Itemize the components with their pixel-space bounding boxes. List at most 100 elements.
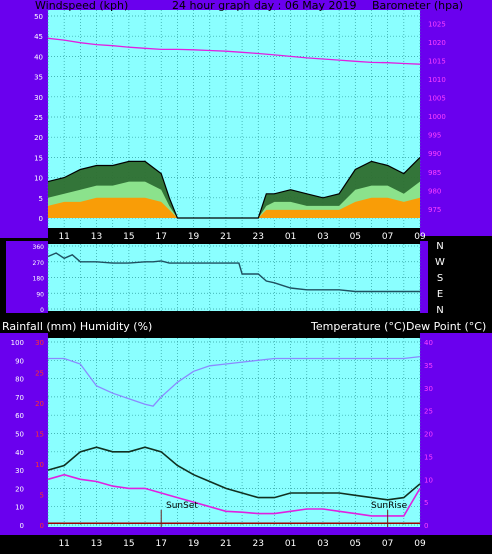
rain-tick-label: 15 (35, 431, 44, 439)
rain-time-label: 05 (350, 539, 361, 549)
wind-tick-label: 40 (34, 53, 43, 61)
wind-time-label: 23 (253, 232, 264, 242)
barometer-tick-label: 1000 (428, 113, 446, 121)
wind-tick-label: 10 (34, 175, 43, 183)
wind-top-frame (0, 0, 492, 10)
rain-tick-label: 30 (35, 339, 44, 347)
rain-time-label: 11 (58, 539, 69, 549)
wind-tick-label: 30 (34, 94, 43, 102)
humidity-tick-label: 70 (15, 394, 24, 402)
wind-tick-label: 15 (34, 154, 43, 162)
wind-tick-label: 45 (34, 33, 43, 41)
temperature-line (47, 446, 421, 501)
humidity-tick-label: 90 (15, 357, 24, 365)
temperature-tick-label: 25 (424, 408, 433, 416)
rain-time-label: 15 (123, 539, 134, 549)
humidity-tick-label: 80 (15, 376, 24, 384)
wind-bottom-frame (0, 228, 48, 238)
temperature-tick-label: 15 (424, 453, 433, 461)
temperature-tick-label: 30 (424, 385, 433, 393)
humidity-tick-label: 50 (15, 431, 24, 439)
wind-tick-label: 0 (39, 215, 43, 223)
wind-tick-label: 35 (34, 74, 43, 82)
humidity-tick-label: 60 (15, 412, 24, 420)
wind-axis-title: Windspeed (kph) (35, 0, 128, 12)
rain-time-label: 03 (317, 539, 328, 549)
wind-time-label: 09 (414, 232, 426, 242)
barometer-tick-label: 990 (428, 150, 441, 158)
barometer-tick-label: 1020 (428, 39, 446, 47)
compass-label-w: W (435, 257, 445, 268)
dir-left-frame (6, 241, 48, 313)
wind-time-label: 05 (350, 232, 361, 242)
humidity-tick-label: 30 (15, 467, 24, 475)
dir-right-frame (420, 241, 428, 313)
wind-time-label: 21 (220, 232, 231, 242)
temperature-tick-label: 5 (424, 499, 428, 507)
barometer-axis-title: Barometer (hpa) (372, 0, 463, 12)
rain-time-label: 17 (155, 539, 166, 549)
compass-label-n: N (436, 305, 443, 316)
direction-tick-label: 180 (33, 276, 45, 283)
dewpoint-line (47, 473, 421, 517)
temperature-tick-label: 20 (424, 431, 433, 439)
rain-bottom-frame (0, 527, 492, 535)
temperature-tick-label: 35 (424, 362, 433, 370)
wind-time-label: 07 (382, 232, 393, 242)
compass-label-s: S (437, 273, 443, 284)
wind-tick-label: 25 (34, 114, 43, 122)
rain-time-label: 21 (220, 539, 231, 549)
rain-time-label: 13 (91, 539, 102, 549)
wind-gust-line (47, 156, 421, 219)
wind-left-frame (0, 10, 48, 236)
rain-tick-label: 25 (35, 370, 44, 378)
barometer-tick-label: 985 (428, 169, 441, 177)
wind-time-label: 17 (155, 232, 166, 242)
humidity-tick-label: 20 (15, 485, 24, 493)
temp-dewpoint-title: Temperature (°C)Dew Point (°C) (310, 320, 486, 333)
rain-left-frame (0, 333, 48, 534)
humidity-tick-label: 100 (11, 339, 24, 347)
wind-time-label: 11 (58, 232, 69, 242)
direction-tick-label: 270 (33, 260, 45, 267)
temperature-tick-label: 40 (424, 339, 433, 347)
wind-average-area (48, 197, 420, 218)
barometer-tick-label: 1010 (428, 76, 446, 84)
wind-time-label: 19 (188, 232, 200, 242)
chart-title: 24 hour graph day : 06 May 2019 (172, 0, 357, 12)
axis-labels: 0510152025303540455097598098599099510001… (11, 13, 446, 549)
humidity-tick-label: 0 (20, 522, 24, 530)
wind-time-label: 01 (285, 232, 296, 242)
rain-time-label: 09 (414, 539, 426, 549)
humidity-tick-label: 40 (15, 449, 24, 457)
direction-tick-label: 360 (33, 244, 45, 251)
rain-tick-label: 5 (40, 492, 44, 500)
rain-tick-label: 20 (35, 400, 44, 408)
wind-time-label: 15 (123, 232, 134, 242)
rain-time-label: 19 (188, 539, 200, 549)
wind-time-label: 03 (317, 232, 328, 242)
barometer-line (47, 37, 421, 65)
rain-humidity-title: Rainfall (mm) Humidity (%) (2, 320, 152, 333)
wind-tick-label: 20 (34, 134, 43, 142)
barometer-tick-label: 975 (428, 206, 441, 214)
rain-time-label: 23 (253, 539, 264, 549)
wind-tick-label: 5 (39, 195, 43, 203)
wind-right-frame (420, 10, 492, 236)
rain-time-label: 07 (382, 539, 393, 549)
chart-marks (47, 37, 421, 527)
rain-time-label: 01 (285, 539, 296, 549)
humidity-tick-label: 10 (15, 504, 24, 512)
barometer-tick-label: 980 (428, 187, 441, 195)
temperature-tick-label: 10 (424, 476, 433, 484)
sunrise-label: SunRise (371, 501, 408, 511)
barometer-tick-label: 1005 (428, 95, 446, 103)
sunset-label: SunSet (166, 501, 198, 511)
compass-label-n: N (436, 241, 443, 252)
humidity-line (48, 355, 421, 407)
rain-tick-label: 10 (35, 461, 44, 469)
direction-tick-label: 90 (36, 291, 44, 298)
wind-time-label: 13 (91, 232, 102, 242)
wind-tick-label: 50 (34, 13, 43, 21)
